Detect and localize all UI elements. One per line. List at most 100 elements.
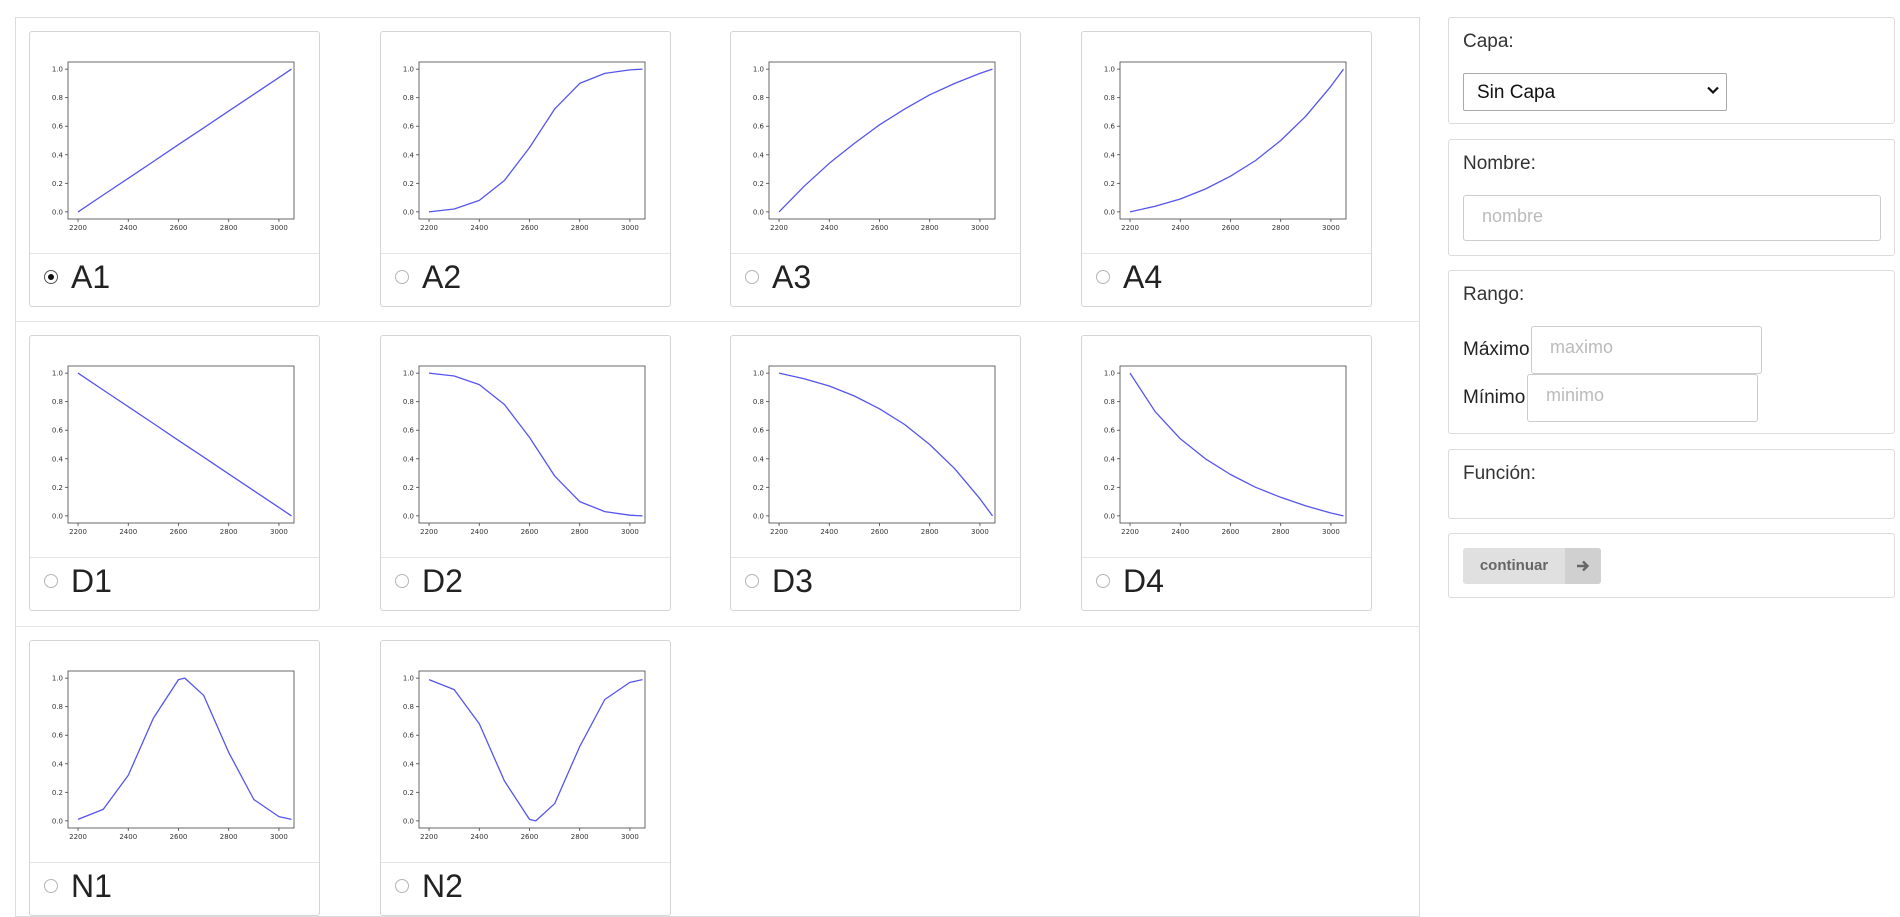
curve-card-d4[interactable]: 2200 2400 2600 2800 3000 0.0 0.2 0.4 0.6 0.8 1.0 D4 [1081, 335, 1372, 611]
curve-label: N1 [71, 868, 112, 904]
x-tick-label: 2600 [170, 224, 188, 232]
x-tick-label: 2400 [119, 833, 137, 841]
continue-arrow [1565, 548, 1601, 584]
x-tick-label: 2800 [220, 224, 238, 232]
nombre-input[interactable]: nombre [1463, 195, 1881, 241]
x-tick-label: 2200 [1121, 528, 1139, 536]
curve-radio[interactable] [745, 574, 759, 588]
x-tick-label: 3000 [621, 833, 639, 841]
curve-radio[interactable] [1096, 574, 1110, 588]
card-footer: A2 [381, 253, 670, 307]
y-tick-label: 0.0 [52, 817, 63, 825]
maximo-label: Máximo [1463, 339, 1530, 360]
curve-card-d1[interactable]: 2200 2400 2600 2800 3000 0.0 0.2 0.4 0.6 0.8 1.0 D1 [29, 335, 320, 611]
y-tick-label: 0.4 [1104, 151, 1116, 159]
y-tick-label: 0.0 [753, 512, 764, 520]
x-tick-label: 2200 [420, 528, 438, 536]
y-tick-label: 0.2 [753, 180, 764, 188]
y-tick-label: 1.0 [753, 370, 764, 378]
x-tick-label: 2600 [871, 528, 889, 536]
curve-card-a4[interactable]: 2200 2400 2600 2800 3000 0.0 0.2 0.4 0.6 0.8 1.0 A4 [1081, 31, 1372, 307]
y-tick-label: 0.0 [1104, 208, 1115, 216]
curve-line [778, 68, 993, 213]
x-tick-label: 2400 [470, 833, 488, 841]
x-tick-label: 2200 [770, 224, 788, 232]
x-tick-label: 2600 [1222, 224, 1240, 232]
curve-radio[interactable] [44, 270, 58, 284]
minimo-input[interactable]: minimo [1527, 374, 1758, 422]
y-tick-label: 1.0 [753, 66, 764, 74]
continue-button[interactable]: continuar [1463, 548, 1601, 584]
x-tick-label: 2600 [170, 528, 188, 536]
y-tick-label: 0.6 [403, 427, 415, 435]
y-tick-label: 0.4 [52, 151, 64, 159]
y-tick-label: 0.2 [753, 484, 764, 492]
x-tick-label: 3000 [971, 528, 989, 536]
x-tick-label: 2800 [1272, 224, 1290, 232]
curve-plot: 2200 2400 2600 2800 3000 0.0 0.2 0.4 0.6 0.8 1.0 [1104, 365, 1347, 536]
y-tick-label: 0.6 [753, 427, 765, 435]
x-tick-label: 3000 [1322, 224, 1340, 232]
card-footer: A4 [1082, 253, 1371, 307]
curve-radio[interactable] [395, 270, 409, 284]
capa-section: Capa: Sin Capa [1448, 17, 1895, 124]
curve-plot: 2200 2400 2600 2800 3000 0.0 0.2 0.4 0.6 0.8 1.0 [753, 365, 996, 536]
continue-button-label: continuar [1479, 557, 1549, 574]
funcion-section: Función: [1448, 449, 1895, 519]
curve-plot: 2200 2400 2600 2800 3000 0.0 0.2 0.4 0.6 0.8 1.0 [52, 61, 295, 232]
y-tick-label: 0.4 [52, 455, 64, 463]
nombre-placeholder: nombre [1482, 206, 1544, 226]
x-tick-label: 3000 [971, 224, 989, 232]
card-footer: A3 [731, 253, 1020, 307]
plot-frame [418, 61, 646, 220]
x-tick-label: 2600 [521, 528, 539, 536]
curve-card-d3[interactable]: 2200 2400 2600 2800 3000 0.0 0.2 0.4 0.6 0.8 1.0 D3 [730, 335, 1021, 611]
card-footer: N1 [30, 862, 319, 916]
curve-radio[interactable] [395, 574, 409, 588]
x-tick-label: 2200 [420, 224, 438, 232]
y-tick-label: 0.6 [1104, 427, 1116, 435]
x-tick-label: 2200 [420, 833, 438, 841]
y-tick-label: 0.2 [1104, 180, 1115, 188]
curve-card-a2[interactable]: 2200 2400 2600 2800 3000 0.0 0.2 0.4 0.6 0.8 1.0 A2 [380, 31, 671, 307]
capa-title: Capa: [1463, 31, 1514, 52]
x-tick-label: 2800 [571, 833, 589, 841]
plot-frame [418, 670, 646, 829]
x-tick-label: 2400 [820, 528, 838, 536]
y-tick-label: 0.4 [753, 151, 765, 159]
y-tick-label: 0.0 [52, 512, 63, 520]
curve-plot: 2200 2400 2600 2800 3000 0.0 0.2 0.4 0.6 0.8 1.0 [52, 670, 295, 841]
x-tick-label: 2200 [770, 528, 788, 536]
curve-radio[interactable] [44, 879, 58, 893]
y-tick-label: 0.6 [52, 427, 64, 435]
x-tick-label: 3000 [621, 528, 639, 536]
curve-card-a3[interactable]: 2200 2400 2600 2800 3000 0.0 0.2 0.4 0.6 0.8 1.0 A3 [730, 31, 1021, 307]
curve-label: D3 [772, 563, 813, 599]
y-tick-label: 0.6 [753, 123, 765, 131]
card-footer: D2 [381, 557, 670, 611]
y-tick-label: 0.0 [753, 208, 764, 216]
curve-card-d2[interactable]: 2200 2400 2600 2800 3000 0.0 0.2 0.4 0.6 0.8 1.0 D2 [380, 335, 671, 611]
curve-card-a1[interactable]: 2200 2400 2600 2800 3000 0.0 0.2 0.4 0.6 0.8 1.0 A1 [29, 31, 320, 307]
y-tick-label: 1.0 [1104, 370, 1115, 378]
maximo-placeholder: maximo [1550, 337, 1614, 357]
x-tick-label: 2200 [1121, 224, 1139, 232]
curve-card-n1[interactable]: 2200 2400 2600 2800 3000 0.0 0.2 0.4 0.6 0.8 1.0 N1 [29, 640, 320, 916]
capa-select[interactable]: Sin Capa [1463, 73, 1727, 111]
curve-line [778, 372, 994, 517]
plot-frame [418, 365, 646, 524]
y-tick-label: 0.2 [1104, 484, 1115, 492]
y-tick-label: 0.8 [753, 94, 764, 102]
curve-radio[interactable] [1096, 270, 1110, 284]
y-tick-label: 0.6 [1104, 123, 1116, 131]
y-tick-label: 0.6 [403, 123, 415, 131]
curve-radio[interactable] [44, 574, 58, 588]
nombre-title: Nombre: [1463, 153, 1536, 174]
curve-label: A4 [1123, 259, 1163, 295]
curve-label: D2 [422, 563, 463, 599]
curve-radio[interactable] [745, 270, 759, 284]
curve-card-n2[interactable]: 2200 2400 2600 2800 3000 0.0 0.2 0.4 0.6 0.8 1.0 N2 [380, 640, 671, 916]
curve-radio[interactable] [395, 879, 409, 893]
maximo-input[interactable]: maximo [1531, 326, 1762, 374]
x-tick-label: 3000 [1322, 528, 1340, 536]
